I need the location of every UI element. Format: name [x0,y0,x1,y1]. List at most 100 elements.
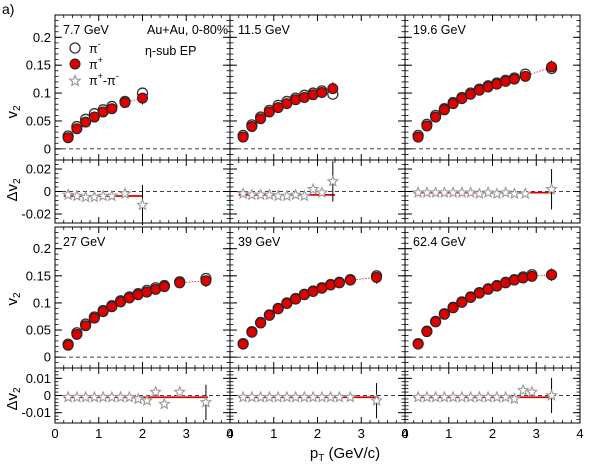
diff-point [490,390,504,403]
x-tick-label: 4 [576,426,583,441]
x-tick-label: 1 [95,426,102,441]
diff-point [79,390,92,403]
diff-point [254,390,267,403]
pip-point [106,103,118,115]
y-axis-title-sub-2: 2 [12,292,23,298]
x-tick-label: 2 [139,426,146,441]
pip-point [62,339,74,351]
panel-tag: a) [2,1,14,17]
legend-marker-diff [68,73,82,87]
pip-point [438,104,450,116]
diff-point [446,390,460,403]
x-axis-title-main: p [310,445,318,462]
x-axis-title-unit: (GeV/c) [324,445,380,462]
pip-point [430,111,442,123]
diff-point [236,187,250,200]
diff-point [236,390,250,403]
diff-point [263,188,276,201]
y-tick-label: 0.1 [33,295,51,310]
diff-point [149,385,162,398]
y-axis-title-main-2: v [4,298,21,306]
pip-point [546,61,558,73]
diff-point [298,189,311,202]
diff-point [61,188,75,201]
diff-point [289,390,302,403]
x-tick-label: 3 [358,426,365,441]
diff-point [289,188,302,201]
energy-label: 7.7 GeV [63,23,110,37]
dy-axis-title-main: Δv [4,184,21,202]
diff-point [315,185,329,199]
diff-point [455,185,469,199]
diff-point [464,185,477,199]
diff-point [499,185,512,199]
pip-point [106,301,118,313]
pip-point [80,116,92,128]
pip-point [246,326,258,338]
energy-label: 11.5 GeV [238,23,291,37]
diff-point [70,390,84,403]
y-tick-label: 0 [44,388,51,403]
diff-point [118,187,132,200]
pip-point [88,312,100,324]
diff-point [508,392,521,405]
y-tick-label: -0.02 [21,207,51,222]
pip-point [421,120,433,132]
pip-point [281,297,293,309]
diff-point [429,390,442,403]
y-tick-label: 0.15 [26,268,51,283]
x-axis-title-sub: T [318,453,324,464]
diff-point [131,392,145,405]
pip-point [447,302,459,314]
pip-point [174,277,186,289]
y-axis-title-bottom-row1: Δv2 [4,178,23,202]
pip-point [456,296,468,308]
x-tick-label: 0 [51,426,58,441]
diff-point [438,390,451,403]
pip-point [255,317,267,329]
diff-point [123,390,136,403]
diff-point [411,390,425,403]
diff-point [271,390,285,403]
diff-point [464,390,477,403]
x-axis-title: pT (GeV/c) [310,445,380,464]
diff-point [306,182,320,195]
x-tick-label: 2 [489,426,496,441]
pip-point [71,123,83,135]
diff-point [88,390,101,403]
panels: 0 0.05 0.1 0.15 0.2 7.7 GeV -0.02 0 0.02 11.5 GeV… [21,14,584,441]
energy-label: 39 GeV [238,235,281,249]
pip-point [327,83,339,95]
pip-point [137,92,148,104]
diff-point [473,187,486,200]
energy-label: 19.6 GeV [413,23,466,37]
y-tick-label: 0.2 [33,241,51,256]
panel-3: 19.6 GeV [404,14,581,224]
y-tick-label: 0.05 [26,113,51,128]
diff-point [326,174,340,187]
pip-point [272,303,284,315]
pip-point [237,131,249,143]
pip-point [71,328,83,340]
diff-point [481,390,495,403]
diff-point [298,390,311,403]
diff-point [343,390,357,403]
pip-point [546,269,558,281]
diff-point [499,390,512,403]
x-tick-label: 2 [314,426,321,441]
diff-point [88,190,101,203]
pip-point [263,106,275,118]
pip-point [333,277,345,289]
legend-marker-pim [69,42,81,54]
pip-point [412,338,424,350]
diff-point [446,185,460,199]
panel-1: 0 0.05 0.1 0.15 0.2 7.7 GeV -0.02 0 0.02 [21,14,231,226]
y-tick-label: 0.15 [26,58,51,73]
y-tick-label: -0.01 [21,405,51,420]
diff-point [140,393,154,407]
pip-point [508,73,520,85]
x-tick-label: 1 [270,426,277,441]
legend-marker-pip [69,58,81,70]
diff-point [61,390,75,403]
